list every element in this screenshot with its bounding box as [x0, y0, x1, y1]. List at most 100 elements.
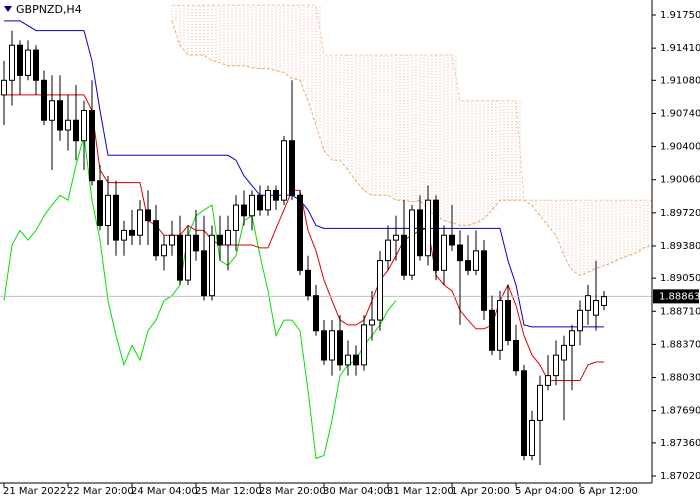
candle-body: [57, 100, 63, 131]
y-tick-label: 1.90060: [660, 175, 700, 186]
candle-body: [225, 229, 231, 246]
candle-body: [9, 44, 15, 81]
candle-body: [73, 119, 79, 142]
x-tick-label: 25 Mar 12:00: [195, 486, 262, 497]
candle-body: [409, 209, 415, 276]
candle-body: [25, 49, 31, 76]
y-tick-label: 1.88370: [660, 339, 700, 350]
candle-body: [377, 260, 383, 321]
candle-body: [321, 330, 327, 361]
y-tick-label: 1.91080: [660, 75, 700, 86]
candle-body: [481, 250, 487, 311]
candle-body: [81, 110, 87, 142]
indicator-line: [4, 20, 604, 328]
candle-body: [193, 234, 199, 252]
y-tick-label: 1.89720: [660, 208, 700, 219]
y-tick-label: 1.88030: [660, 373, 700, 384]
candle-body: [121, 229, 127, 241]
candle-body: [497, 300, 503, 351]
candle-body: [417, 209, 423, 257]
candle-body: [1, 79, 7, 96]
x-tick-label: 1 Apr 20:00: [451, 486, 510, 497]
candle-body: [65, 119, 71, 131]
price-tag-label: 1.88863: [659, 291, 700, 302]
candle-body: [177, 234, 183, 281]
candle-body: [17, 44, 23, 76]
candle-body: [545, 375, 551, 386]
y-tick-label: 1.89050: [660, 273, 700, 284]
candle-body: [593, 300, 599, 316]
y-tick-label: 1.90740: [660, 108, 700, 119]
candle-body: [433, 199, 439, 271]
price-tag: [653, 289, 699, 304]
candle-body: [313, 295, 319, 332]
candle-body: [201, 250, 207, 297]
y-tick-label: 1.87020: [660, 471, 700, 482]
x-tick-label: 21 Mar 2022: [3, 486, 66, 497]
candle-body: [105, 194, 111, 227]
candle-body: [401, 234, 407, 276]
candle-body: [513, 340, 519, 372]
candle-body: [529, 419, 535, 457]
indicator-line: [3, 135, 397, 460]
plot: [0, 4, 653, 466]
candle-body: [505, 300, 511, 342]
candle-body: [305, 269, 311, 297]
candle-body: [585, 295, 591, 311]
candle-body: [465, 260, 471, 271]
candle-body: [129, 229, 135, 236]
candle-body: [449, 234, 455, 246]
x-tick-label: 31 Mar 12:00: [387, 486, 454, 497]
candle-body: [521, 370, 527, 457]
candle-body: [489, 309, 495, 351]
candle-body: [457, 244, 463, 262]
y-tick-label: 1.88710: [660, 306, 700, 317]
candle-body: [289, 140, 295, 196]
y-tick-label: 1.91410: [660, 43, 700, 54]
y-tick-label: 1.90400: [660, 142, 700, 153]
candle-body: [265, 189, 271, 211]
candle-body: [113, 194, 119, 241]
candle-body: [337, 330, 343, 366]
candle-body: [473, 250, 479, 271]
candle-body: [393, 234, 399, 241]
y-tick-label: 1.87360: [660, 438, 700, 449]
candle-body: [281, 140, 287, 201]
candle-body: [425, 199, 431, 257]
candle-body: [233, 204, 239, 231]
y-tick-label: 1.87690: [660, 406, 700, 417]
menu-triangle: [4, 6, 12, 12]
candle-body: [369, 319, 375, 326]
x-tick-label: 22 Mar 20:00: [67, 486, 134, 497]
y-tick-label: 1.91750: [660, 10, 700, 21]
x-tick-label: 5 Apr 04:00: [515, 486, 574, 497]
candle-body: [241, 204, 247, 217]
candle-body: [361, 324, 367, 366]
x-tick-label: 24 Mar 04:00: [131, 486, 198, 497]
candle-body: [169, 234, 175, 246]
candle-body: [537, 384, 543, 421]
candle-body: [601, 296, 607, 306]
candle-body: [33, 49, 39, 81]
candle-body: [441, 234, 447, 271]
candle-body: [145, 209, 151, 222]
candle-body: [257, 194, 263, 211]
x-tick-label: 30 Mar 04:00: [323, 486, 390, 497]
candle-body: [249, 194, 255, 217]
x-tick-label: 6 Apr 12:00: [579, 486, 638, 497]
x-tick-label: 28 Mar 20:00: [259, 486, 326, 497]
candle-body: [329, 330, 335, 361]
chart-title: GBPNZD,H4: [16, 3, 82, 16]
candle-body: [561, 344, 567, 361]
candle-body: [553, 354, 559, 377]
candle-body: [209, 234, 215, 297]
candle-body: [353, 354, 359, 366]
candle-body: [137, 209, 143, 236]
candle-body: [89, 110, 95, 182]
indicator-line: [4, 94, 604, 381]
candle-body: [577, 309, 583, 332]
candle-body: [273, 189, 279, 201]
candle-body: [153, 220, 159, 257]
candle-body: [569, 330, 575, 346]
